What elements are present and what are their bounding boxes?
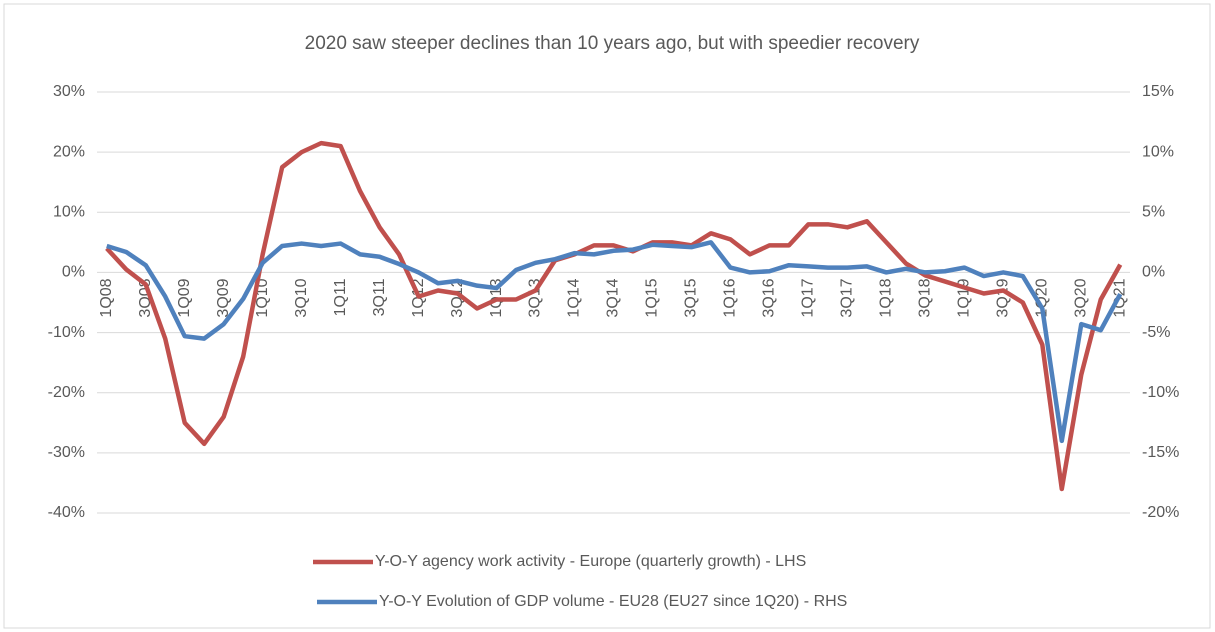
y2-tick-label: 5%	[1142, 204, 1165, 221]
y2-tick-label: 0%	[1142, 264, 1165, 281]
x-tick-label: 3Q11	[371, 278, 388, 316]
x-tick-label: 3Q15	[683, 278, 700, 317]
y-tick-label: -20%	[48, 384, 85, 401]
x-tick-label: 3Q17	[839, 278, 856, 317]
x-tick-label: 1Q11	[332, 278, 349, 316]
x-tick-label: 3Q10	[293, 278, 310, 317]
x-tick-label: 3Q20	[1072, 278, 1089, 317]
x-tick-label: 3Q14	[605, 278, 622, 317]
y2-tick-label: -5%	[1142, 324, 1170, 341]
legend-label: Y-O-Y Evolution of GDP volume - EU28 (EU…	[379, 593, 847, 610]
series-line	[105, 140, 1123, 492]
x-tick-label: 3Q09	[215, 278, 232, 317]
series-line	[106, 240, 1123, 444]
y-tick-label: 10%	[53, 204, 85, 221]
y2-tick-label: 15%	[1142, 83, 1174, 100]
y-tick-label: -30%	[48, 444, 85, 461]
x-tick-label: 3Q12	[449, 278, 466, 317]
x-tick-label: 1Q20	[1034, 278, 1051, 317]
y-tick-label: 20%	[53, 143, 85, 160]
legend-label: Y-O-Y agency work activity - Europe (qua…	[375, 553, 806, 570]
y-tick-label: -10%	[48, 324, 85, 341]
y2-tick-label: 10%	[1142, 143, 1174, 160]
x-tick-label: 1Q17	[800, 278, 817, 317]
x-tick-label: 1Q15	[644, 278, 661, 317]
x-tick-label: 3Q16	[761, 278, 778, 317]
x-tick-label: 1Q16	[722, 278, 739, 317]
y-tick-label: 30%	[53, 83, 85, 100]
y2-tick-label: -15%	[1142, 444, 1179, 461]
chart-title: 2020 saw steeper declines than 10 years …	[305, 33, 920, 54]
chart-border	[3, 3, 1211, 629]
x-tick-label: 1Q08	[98, 278, 115, 317]
x-tick-label: 3Q19	[995, 278, 1012, 317]
x-tick-label: 1Q18	[878, 278, 895, 317]
y2-tick-label: -10%	[1142, 384, 1179, 401]
x-tick-label: 1Q14	[566, 278, 583, 317]
x-tick-label: 3Q18	[917, 278, 934, 317]
y2-tick-label: -20%	[1142, 504, 1179, 521]
y-tick-label: 0%	[62, 264, 85, 281]
y-tick-label: -40%	[48, 504, 85, 521]
x-tick-label: 1Q09	[176, 278, 193, 317]
x-tick-label: 3Q08	[137, 278, 154, 317]
